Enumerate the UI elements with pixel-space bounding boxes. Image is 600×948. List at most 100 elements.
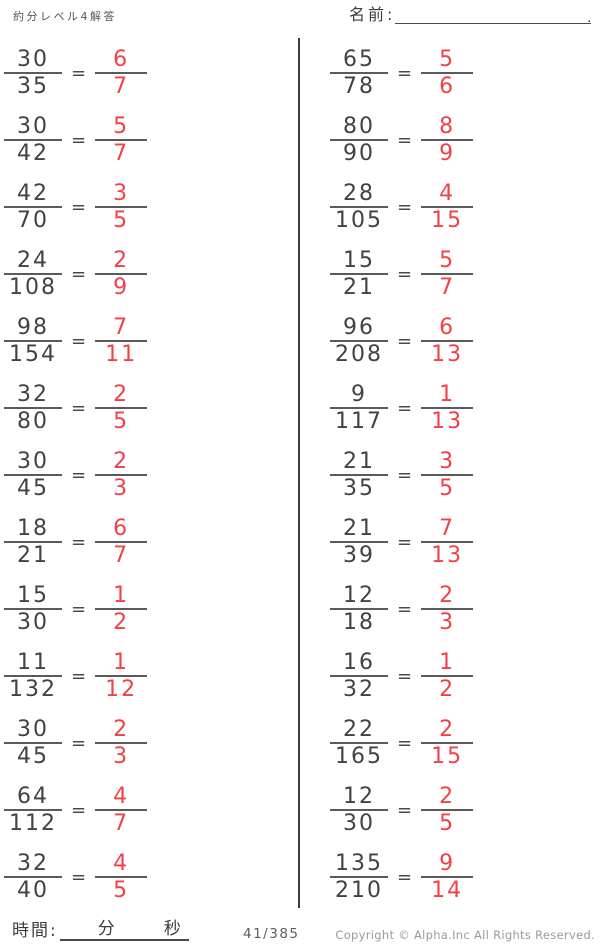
problem-fraction: 15 21 [330, 248, 388, 300]
problem-fraction: 22 165 [330, 717, 388, 769]
problem-fraction: 24 108 [4, 248, 62, 300]
fraction-bar [421, 875, 474, 878]
problem-row: 42 70 = 3 5 [4, 173, 148, 240]
fraction-bar [421, 339, 474, 342]
problem-numerator: 28 [343, 180, 375, 206]
fraction-bar [330, 406, 388, 409]
answer-numerator: 4 [113, 783, 130, 809]
fraction-bar [330, 138, 388, 141]
answer-denominator: 7 [113, 810, 130, 836]
problem-row: 9 117 = 1 13 [330, 374, 474, 441]
fraction-bar [95, 875, 148, 878]
problem-row: 30 42 = 5 7 [4, 106, 148, 173]
page-title: 約分レベル4解答 [13, 10, 117, 23]
problem-numerator: 32 [17, 850, 49, 876]
answer-numerator: 2 [113, 247, 130, 273]
problem-row: 64 112 = 4 7 [4, 776, 148, 843]
problem-fraction: 16 32 [330, 650, 388, 702]
problem-numerator: 98 [17, 314, 49, 340]
problem-denominator: 132 [9, 676, 57, 702]
problem-denominator: 35 [17, 73, 49, 99]
problem-fraction: 80 90 [330, 114, 388, 166]
problem-fraction: 98 154 [4, 315, 62, 367]
problem-denominator: 154 [9, 341, 57, 367]
equals-sign: = [71, 733, 87, 754]
answer-numerator: 7 [439, 515, 456, 541]
equals-sign: = [71, 666, 87, 687]
problem-row: 96 208 = 6 13 [330, 307, 474, 374]
problem-denominator: 80 [17, 408, 49, 434]
problem-fraction: 30 45 [4, 449, 62, 501]
answer-fraction: 3 5 [95, 181, 148, 233]
fraction-bar [421, 741, 474, 744]
answer-denominator: 15 [431, 207, 464, 233]
equals-sign: = [397, 264, 413, 285]
answer-denominator: 5 [113, 877, 130, 903]
problem-numerator: 21 [343, 515, 375, 541]
fraction-bar [421, 808, 474, 811]
answer-denominator: 14 [431, 877, 464, 903]
problem-denominator: 21 [17, 542, 49, 568]
fraction-bar [4, 540, 62, 543]
problem-denominator: 165 [335, 743, 383, 769]
problem-denominator: 70 [17, 207, 49, 233]
problem-numerator: 30 [17, 448, 49, 474]
problem-numerator: 24 [17, 247, 49, 273]
equals-sign: = [71, 398, 87, 419]
fraction-bar [4, 674, 62, 677]
problem-numerator: 21 [343, 448, 375, 474]
equals-sign: = [397, 599, 413, 620]
answer-numerator: 8 [439, 113, 456, 139]
column-right: 65 78 = 5 6 80 90 = 8 9 28 105 = [330, 39, 474, 910]
problem-row: 21 39 = 7 13 [330, 508, 474, 575]
problem-row: 22 165 = 2 15 [330, 709, 474, 776]
fraction-bar [421, 71, 474, 74]
fraction-bar [95, 607, 148, 610]
answer-denominator: 7 [439, 274, 456, 300]
problem-denominator: 45 [17, 743, 49, 769]
fraction-bar [4, 473, 62, 476]
copyright-notice: Copyright © Alpha.Inc All Rights Reserve… [335, 928, 595, 942]
fraction-bar [421, 473, 474, 476]
answer-numerator: 2 [113, 448, 130, 474]
equals-sign: = [397, 532, 413, 553]
fraction-bar [4, 607, 62, 610]
fraction-bar [95, 808, 148, 811]
fraction-bar [4, 138, 62, 141]
fraction-bar [330, 674, 388, 677]
fraction-bar [4, 875, 62, 878]
problem-denominator: 117 [335, 408, 383, 434]
answer-fraction: 1 12 [95, 650, 148, 702]
answer-fraction: 7 11 [95, 315, 148, 367]
answer-fraction: 2 3 [95, 448, 148, 501]
fraction-bar [4, 272, 62, 275]
answer-fraction: 2 3 [95, 717, 148, 769]
problem-denominator: 30 [17, 609, 49, 635]
equals-sign: = [397, 733, 413, 754]
name-blank-line: . [395, 7, 592, 25]
fraction-bar [95, 406, 148, 409]
time-field: 時間: 分 秒 [12, 919, 189, 941]
fraction-bar [330, 607, 388, 610]
problem-denominator: 30 [343, 810, 375, 836]
answer-numerator: 5 [113, 113, 130, 139]
fraction-bar [95, 339, 148, 342]
answer-denominator: 9 [113, 274, 130, 300]
answer-fraction: 4 15 [421, 181, 474, 233]
column-left: 30 35 = 6 7 30 42 = 5 7 42 70 = [4, 39, 148, 910]
problem-row: 65 78 = 5 6 [330, 39, 474, 106]
answer-fraction: 4 5 [95, 851, 148, 903]
fraction-bar [95, 540, 148, 543]
problem-denominator: 32 [343, 676, 375, 702]
answer-numerator: 2 [439, 783, 456, 809]
fraction-bar [4, 406, 62, 409]
fraction-bar [330, 205, 388, 208]
fraction-bar [95, 741, 148, 744]
answer-denominator: 13 [431, 542, 464, 568]
equals-sign: = [397, 398, 413, 419]
answer-fraction: 5 7 [421, 248, 474, 300]
fraction-bar [330, 741, 388, 744]
problem-fraction: 12 18 [330, 583, 388, 635]
equals-sign: = [397, 331, 413, 352]
problem-numerator: 64 [17, 783, 49, 809]
